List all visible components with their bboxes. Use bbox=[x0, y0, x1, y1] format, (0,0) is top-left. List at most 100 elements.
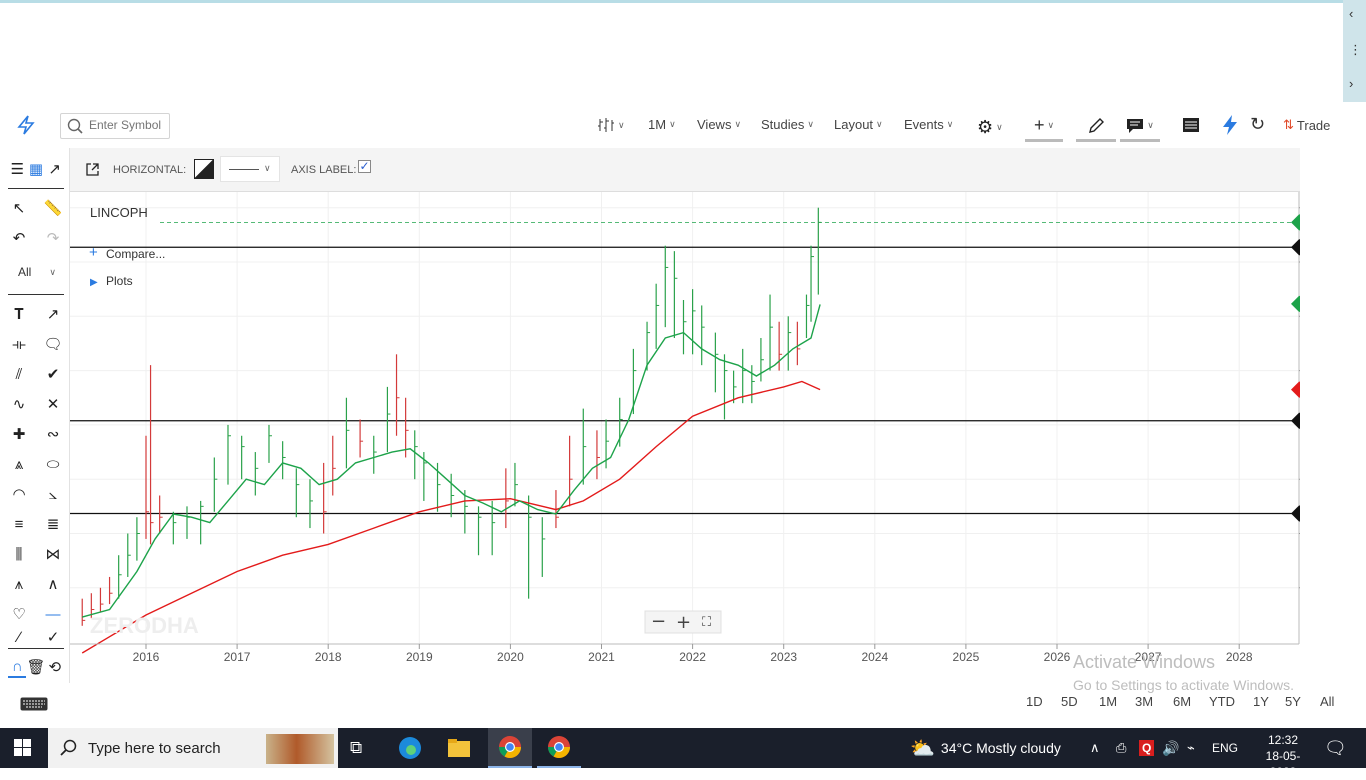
language-indicator[interactable]: ENG bbox=[1212, 741, 1239, 755]
compare-button[interactable]: Compare... bbox=[106, 247, 165, 261]
search-icon bbox=[67, 118, 83, 134]
views-dropdown[interactable]: Views ∨ bbox=[697, 117, 742, 132]
table-icon[interactable] bbox=[1182, 117, 1200, 133]
triangle-right-icon[interactable]: ▶ bbox=[90, 277, 98, 288]
notifications-icon[interactable]: 🗨 bbox=[1324, 737, 1347, 758]
studies-dropdown[interactable]: Studies ∨ bbox=[761, 117, 814, 132]
zoom-in-icon[interactable]: + bbox=[676, 612, 691, 633]
chrome-icon[interactable] bbox=[488, 728, 532, 768]
sidebar-row: ⫽ ✔ bbox=[8, 362, 64, 386]
range-5y[interactable]: 5Y bbox=[1285, 694, 1301, 709]
side-panel-strip[interactable]: ‹ ⋮ › bbox=[1343, 0, 1366, 102]
fullscreen-icon[interactable]: ⛶ bbox=[701, 615, 712, 630]
task-view-icon[interactable]: ⧉ bbox=[350, 738, 363, 757]
channel-tool-icon[interactable]: ⫽ bbox=[15, 365, 23, 383]
arrow-tool-icon[interactable]: ↗ bbox=[46, 306, 60, 323]
time-zone-tool-icon[interactable]: ⫼ bbox=[15, 545, 23, 563]
range-ytd[interactable]: YTD bbox=[1209, 694, 1235, 709]
plots-button[interactable]: Plots bbox=[106, 274, 133, 288]
collapse-icon[interactable]: ‹ bbox=[1349, 6, 1354, 21]
range-all[interactable]: All bbox=[1320, 694, 1335, 709]
ruler-icon[interactable]: 📏 bbox=[43, 200, 63, 217]
trash-icon[interactable]: 🗑 bbox=[26, 659, 46, 676]
callout-tool-icon[interactable]: 🗨 bbox=[43, 336, 63, 353]
reset-icon[interactable]: ⟲ bbox=[48, 659, 62, 676]
events-dropdown[interactable]: Events ∨ bbox=[904, 117, 954, 132]
range-1m[interactable]: 1M bbox=[1099, 694, 1118, 709]
interval-dropdown[interactable]: 1M ∨ bbox=[648, 117, 676, 132]
ray-tool-icon[interactable]: ∕ bbox=[17, 630, 21, 644]
chrome-profile-icon[interactable] bbox=[537, 728, 581, 768]
windows-start-icon[interactable] bbox=[14, 728, 32, 768]
keyboard-icon[interactable] bbox=[20, 697, 48, 711]
weather-widget[interactable]: ⛅ 34°C Mostly cloudy bbox=[910, 728, 1061, 768]
volume-icon[interactable]: 🔊 bbox=[1162, 739, 1180, 756]
clock[interactable]: 12:32 18-05-2023 bbox=[1256, 732, 1310, 780]
list-view-icon[interactable]: ☰ bbox=[10, 161, 25, 178]
range-3m[interactable]: 3M bbox=[1135, 694, 1154, 709]
check-line-tool-icon[interactable]: ✓ bbox=[46, 630, 60, 644]
draw-button[interactable] bbox=[1076, 112, 1116, 142]
comment-button[interactable]: ∨ bbox=[1120, 112, 1160, 142]
flash-icon[interactable] bbox=[1221, 114, 1239, 136]
fib-retracement-tool-icon[interactable]: ≡ bbox=[14, 515, 24, 533]
freehand-tool-icon[interactable]: ∾ bbox=[46, 426, 60, 443]
search-icon bbox=[60, 739, 77, 756]
layout-dropdown[interactable]: Layout ∨ bbox=[834, 117, 883, 132]
plus-icon[interactable]: + bbox=[89, 244, 98, 261]
symbol-search-input[interactable] bbox=[89, 118, 167, 132]
popout-icon[interactable]: ↗ bbox=[48, 161, 61, 178]
settings-dropdown[interactable]: ⚙ ∨ bbox=[977, 117, 1003, 137]
taskbar-search[interactable]: Type here to search bbox=[48, 728, 338, 768]
trade-button[interactable]: ⇅ Trade bbox=[1283, 117, 1330, 133]
price-chart[interactable]: 450.00400.00350.00300.00250.00200.00150.… bbox=[70, 192, 1300, 682]
popout-icon[interactable] bbox=[85, 162, 100, 177]
zoom-out-icon[interactable]: − bbox=[651, 611, 666, 632]
cross-tool-icon[interactable]: ✕ bbox=[46, 396, 60, 413]
quick-heal-icon[interactable]: Q bbox=[1139, 728, 1155, 768]
axis-label-checkbox[interactable]: ✓ bbox=[358, 159, 371, 173]
fib-extension-tool-icon[interactable]: ≣ bbox=[46, 516, 60, 533]
redo-icon[interactable]: ↷ bbox=[46, 230, 60, 247]
text-tool-icon[interactable]: 𝐓 bbox=[14, 305, 24, 323]
line-color-swatch[interactable] bbox=[194, 159, 214, 179]
pointer-icon[interactable]: ↖ bbox=[12, 200, 26, 217]
chevron-up-icon[interactable]: ∧ bbox=[1090, 740, 1100, 755]
network-icon[interactable]: ⌁ bbox=[1187, 740, 1195, 755]
range-6m[interactable]: 6M bbox=[1173, 694, 1192, 709]
windows-taskbar: Type here to search ⧉ ⛅ 34°C Mostly clou… bbox=[0, 728, 1366, 779]
grid-view-icon[interactable]: ▦ bbox=[28, 161, 44, 178]
range-5d[interactable]: 5D bbox=[1061, 694, 1078, 709]
symbol-search[interactable] bbox=[60, 113, 170, 139]
magnet-icon[interactable]: ∩ bbox=[8, 656, 27, 678]
usb-icon[interactable]: ⎙ bbox=[1116, 740, 1127, 755]
polyline-tool-icon[interactable]: ⩓ bbox=[14, 455, 24, 473]
tool-filter-select[interactable]: All ∨ bbox=[8, 260, 64, 284]
undo-icon[interactable]: ↶ bbox=[12, 230, 26, 247]
sidebar-row: ≡ ≣ bbox=[8, 512, 64, 536]
drawing-tools-sidebar: ☰ ▦ ↗ ↖ 📏 ↶ ↷ All ∨ 𝐓 ↗ ⟛ 🗨 ⫽ ✔ ∿ ✕ ✚ ∾ ⩓ ⬭ ◠ ⦣… bbox=[0, 148, 70, 683]
fib-arc-tool-icon[interactable]: ◠ bbox=[12, 486, 26, 503]
peak-tool-icon[interactable]: ∧ bbox=[47, 576, 59, 593]
crosshair-button[interactable]: + ∨ bbox=[1025, 112, 1063, 142]
file-explorer-icon[interactable] bbox=[447, 728, 471, 768]
lightning-icon[interactable] bbox=[16, 115, 36, 135]
wave-tool-icon[interactable]: ∿ bbox=[12, 396, 26, 413]
refresh-icon[interactable]: ↻ bbox=[1250, 114, 1266, 134]
measure-tool-icon[interactable]: ⟛ bbox=[12, 335, 26, 353]
edge-icon[interactable] bbox=[398, 728, 422, 768]
horizontal-line-tool-icon[interactable]: — bbox=[45, 605, 61, 623]
chart-type-button[interactable]: ∨ bbox=[597, 117, 625, 133]
more-icon[interactable]: ⋮ bbox=[1349, 42, 1362, 57]
bowtie-tool-icon[interactable]: ⋈ bbox=[45, 546, 61, 563]
crosshair-tool-icon[interactable]: ✚ bbox=[12, 426, 26, 443]
ellipse-tool-icon[interactable]: ⬭ bbox=[46, 455, 60, 473]
fib-fan-tool-icon[interactable]: ⦣ bbox=[48, 485, 58, 503]
check-tool-icon[interactable]: ✔ bbox=[46, 366, 60, 383]
range-1y[interactable]: 1Y bbox=[1253, 694, 1269, 709]
expand-icon[interactable]: › bbox=[1349, 76, 1354, 91]
pitchfork-tool-icon[interactable]: ⩚ bbox=[14, 575, 24, 593]
range-1d[interactable]: 1D bbox=[1026, 694, 1043, 709]
heart-icon[interactable]: ♡ bbox=[12, 606, 26, 623]
line-style-select[interactable]: ∨ bbox=[220, 156, 280, 182]
